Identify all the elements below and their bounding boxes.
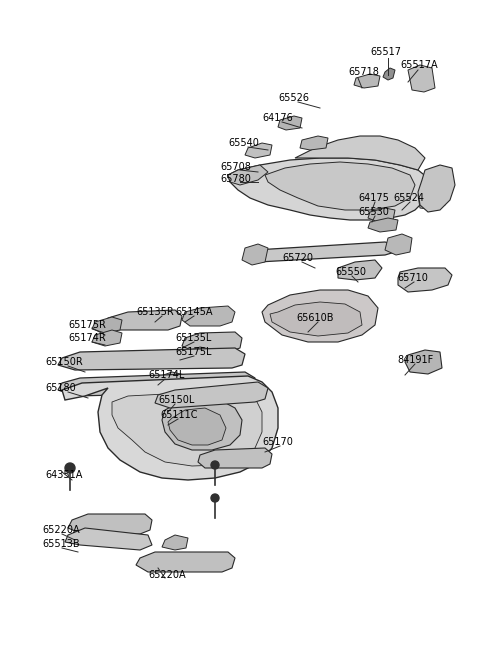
Text: 65135L: 65135L — [175, 333, 211, 343]
Polygon shape — [245, 143, 272, 158]
Text: 65135R: 65135R — [136, 307, 174, 317]
Text: 65174R: 65174R — [68, 333, 106, 343]
Polygon shape — [92, 317, 122, 333]
Text: 64175: 64175 — [358, 193, 389, 203]
Text: 65780: 65780 — [220, 174, 251, 184]
Text: 65111C: 65111C — [160, 410, 197, 420]
Polygon shape — [408, 65, 435, 92]
Polygon shape — [68, 514, 152, 534]
Polygon shape — [383, 68, 395, 80]
Polygon shape — [265, 162, 415, 210]
Polygon shape — [418, 165, 455, 212]
Text: 65708: 65708 — [220, 162, 251, 172]
Text: 65550: 65550 — [335, 267, 366, 277]
Text: 65524: 65524 — [393, 193, 424, 203]
Polygon shape — [198, 448, 272, 468]
Text: 65180: 65180 — [45, 383, 76, 393]
Polygon shape — [136, 552, 235, 572]
Polygon shape — [368, 218, 398, 232]
Text: 65220A: 65220A — [148, 570, 186, 580]
Polygon shape — [92, 330, 122, 346]
Polygon shape — [405, 350, 442, 374]
Text: 65720: 65720 — [282, 253, 313, 263]
Polygon shape — [182, 347, 215, 363]
Polygon shape — [368, 208, 395, 222]
Polygon shape — [155, 382, 268, 408]
Polygon shape — [65, 528, 152, 550]
Text: 65517A: 65517A — [400, 60, 438, 70]
Polygon shape — [152, 372, 185, 388]
Polygon shape — [248, 242, 395, 262]
Text: 65710: 65710 — [397, 273, 428, 283]
Polygon shape — [418, 190, 445, 210]
Text: 65174L: 65174L — [148, 370, 184, 380]
Text: 65175R: 65175R — [68, 320, 106, 330]
Polygon shape — [270, 302, 362, 336]
Polygon shape — [162, 535, 188, 550]
Polygon shape — [182, 332, 242, 352]
Polygon shape — [62, 376, 278, 480]
Polygon shape — [295, 136, 425, 170]
Polygon shape — [58, 348, 245, 370]
Text: 65530: 65530 — [358, 207, 389, 217]
Polygon shape — [262, 290, 378, 342]
Polygon shape — [228, 158, 430, 220]
Circle shape — [65, 463, 75, 473]
Text: 65170: 65170 — [262, 437, 293, 447]
Text: 64176: 64176 — [262, 113, 293, 123]
Polygon shape — [385, 234, 412, 255]
Polygon shape — [278, 116, 302, 130]
Text: 84191F: 84191F — [397, 355, 433, 365]
Polygon shape — [300, 136, 328, 150]
Text: 65517: 65517 — [370, 47, 401, 57]
Circle shape — [211, 461, 219, 469]
Polygon shape — [105, 310, 182, 330]
Text: 65513B: 65513B — [42, 539, 80, 549]
Text: 65150L: 65150L — [158, 395, 194, 405]
Polygon shape — [58, 372, 255, 396]
Polygon shape — [228, 165, 268, 185]
Polygon shape — [168, 408, 226, 445]
Text: 65150R: 65150R — [45, 357, 83, 367]
Circle shape — [211, 494, 219, 502]
Polygon shape — [338, 260, 382, 280]
Polygon shape — [398, 268, 452, 292]
Text: 64351A: 64351A — [45, 470, 83, 480]
Text: 65718: 65718 — [348, 67, 379, 77]
Polygon shape — [162, 398, 242, 450]
Text: 65220A: 65220A — [42, 525, 80, 535]
Polygon shape — [182, 306, 235, 326]
Text: 65540: 65540 — [228, 138, 259, 148]
Text: 65145A: 65145A — [175, 307, 213, 317]
Text: 65610B: 65610B — [296, 313, 334, 323]
Text: 65175L: 65175L — [175, 347, 212, 357]
Polygon shape — [242, 244, 268, 265]
Polygon shape — [112, 390, 262, 466]
Text: 65526: 65526 — [278, 93, 309, 103]
Polygon shape — [354, 74, 380, 88]
